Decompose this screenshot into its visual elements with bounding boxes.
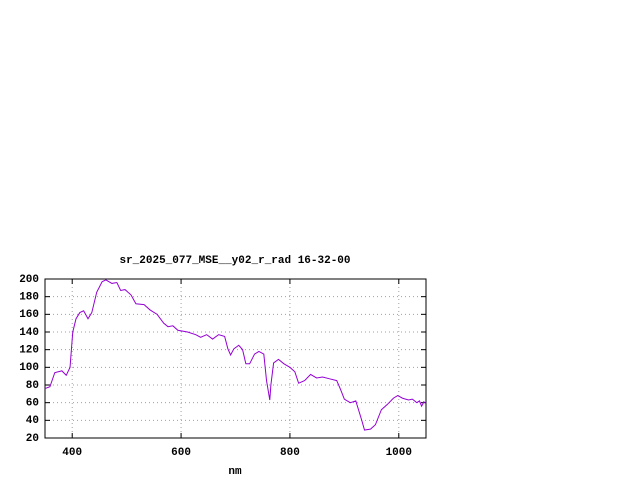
y-tick-label: 140 — [19, 327, 39, 339]
x-tick-label: 800 — [280, 447, 300, 459]
y-tick-label: 60 — [26, 398, 39, 410]
y-tick-label: 120 — [19, 345, 39, 357]
y-tick-label: 100 — [19, 362, 39, 374]
data-line — [44, 279, 427, 431]
y-tick-label: 200 — [19, 274, 39, 286]
plot-frame — [44, 278, 427, 439]
chart-title: sr_2025_077_MSE__y02_r_rad 16-32-00 — [119, 255, 350, 267]
x-tick-label: 1000 — [386, 447, 412, 459]
y-tick-label: 20 — [26, 433, 39, 445]
x-tick-label: 400 — [62, 447, 82, 459]
y-tick-label: 180 — [19, 292, 39, 304]
y-tick-label: 160 — [19, 309, 39, 321]
x-axis-label: nm — [228, 466, 242, 478]
y-tick-label: 80 — [26, 380, 39, 392]
y-tick-label: 40 — [26, 415, 39, 427]
x-tick-label: 600 — [171, 447, 191, 459]
